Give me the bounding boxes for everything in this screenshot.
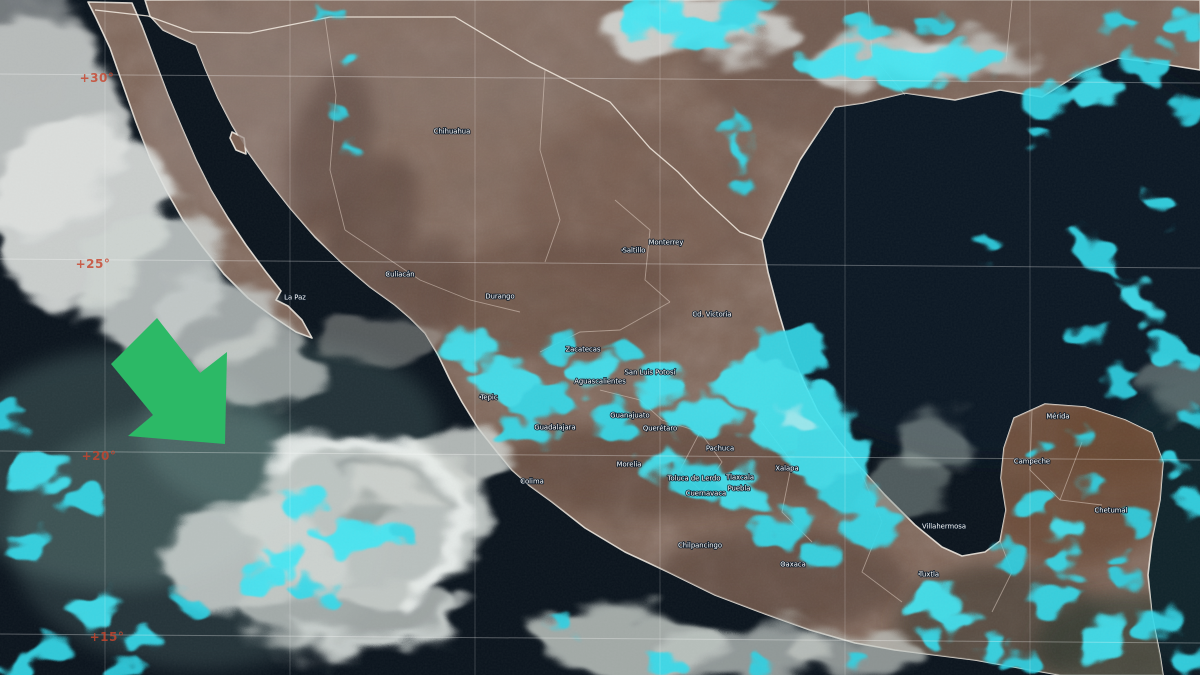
storm-pointer-arrow-icon	[111, 318, 227, 444]
